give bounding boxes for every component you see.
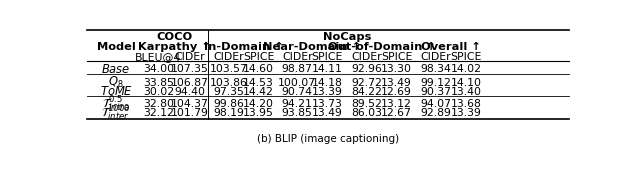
Text: SPICE: SPICE (450, 52, 481, 62)
Text: $\mathcal{T}^{0.5}_{intra}$: $\mathcal{T}^{0.5}_{intra}$ (102, 94, 130, 114)
Text: 13.95: 13.95 (243, 108, 274, 118)
Text: 12.69: 12.69 (381, 86, 412, 96)
Text: CIDEr: CIDEr (214, 52, 244, 62)
Text: 90.74: 90.74 (282, 86, 313, 96)
Text: 14.10: 14.10 (451, 78, 481, 88)
Text: 98.87: 98.87 (282, 64, 313, 74)
Text: 13.73: 13.73 (312, 99, 342, 109)
Text: 86.03: 86.03 (351, 108, 382, 118)
Text: Karpathy ↑: Karpathy ↑ (138, 42, 211, 52)
Text: 99.12: 99.12 (420, 78, 452, 88)
Text: 14.02: 14.02 (451, 64, 481, 74)
Text: 14.20: 14.20 (243, 99, 274, 109)
Text: 32.12: 32.12 (143, 108, 174, 118)
Text: Near-Domain ↑: Near-Domain ↑ (263, 42, 361, 52)
Text: 98.19: 98.19 (213, 108, 244, 118)
Text: 101.79: 101.79 (171, 108, 209, 118)
Text: 107.35: 107.35 (171, 64, 209, 74)
Text: 14.42: 14.42 (243, 86, 274, 96)
Text: (b) BLIP (image captioning): (b) BLIP (image captioning) (257, 134, 399, 144)
Text: CIDEr: CIDEr (175, 52, 205, 62)
Text: 98.34: 98.34 (420, 64, 452, 74)
Text: Out-of-Domain ↑: Out-of-Domain ↑ (328, 42, 435, 52)
Text: $ToME$: $ToME$ (100, 85, 133, 98)
Text: 32.80: 32.80 (143, 99, 174, 109)
Text: 103.57: 103.57 (210, 64, 248, 74)
Text: $Q_8$: $Q_8$ (108, 75, 124, 90)
Text: SPICE: SPICE (381, 52, 412, 62)
Text: 94.21: 94.21 (282, 99, 313, 109)
Text: $Base$: $Base$ (102, 63, 131, 76)
Text: 33.85: 33.85 (143, 78, 174, 88)
Text: BLEU@4: BLEU@4 (135, 52, 182, 62)
Text: 94.07: 94.07 (420, 99, 452, 109)
Text: 84.22: 84.22 (351, 86, 382, 96)
Text: CIDEr: CIDEr (351, 52, 382, 62)
Text: 92.72: 92.72 (351, 78, 382, 88)
Text: Model: Model (97, 42, 136, 52)
Text: CIDEr: CIDEr (282, 52, 312, 62)
Text: 103.86: 103.86 (210, 78, 248, 88)
Text: 14.60: 14.60 (243, 64, 274, 74)
Text: 92.96: 92.96 (351, 64, 382, 74)
Text: 30.02: 30.02 (143, 86, 174, 96)
Text: NoCaps: NoCaps (323, 32, 372, 42)
Text: 97.35: 97.35 (213, 86, 244, 96)
Text: 14.18: 14.18 (312, 78, 342, 88)
Text: In-Domain ↑: In-Domain ↑ (204, 42, 284, 52)
Text: 34.00: 34.00 (143, 64, 174, 74)
Text: 13.68: 13.68 (451, 99, 481, 109)
Text: 13.39: 13.39 (312, 86, 342, 96)
Text: 13.12: 13.12 (381, 99, 412, 109)
Text: COCO: COCO (156, 32, 193, 42)
Text: 104.37: 104.37 (171, 99, 209, 109)
Text: 14.53: 14.53 (243, 78, 274, 88)
Text: 92.89: 92.89 (420, 108, 452, 118)
Text: SPICE: SPICE (311, 52, 342, 62)
Text: CIDEr: CIDEr (421, 52, 451, 62)
Text: 99.86: 99.86 (213, 99, 244, 109)
Text: 12.67: 12.67 (381, 108, 412, 118)
Text: 100.07: 100.07 (278, 78, 316, 88)
Text: 93.85: 93.85 (282, 108, 313, 118)
Text: Overall ↑: Overall ↑ (421, 42, 481, 52)
Text: 14.11: 14.11 (312, 64, 342, 74)
Text: 13.49: 13.49 (312, 108, 342, 118)
Text: 13.30: 13.30 (381, 64, 412, 74)
Text: $\mathcal{T}^{1000}_{inter}$: $\mathcal{T}^{1000}_{inter}$ (102, 103, 131, 123)
Text: 106.87: 106.87 (171, 78, 209, 88)
Text: 13.39: 13.39 (451, 108, 481, 118)
Text: SPICE: SPICE (243, 52, 275, 62)
Text: 89.52: 89.52 (351, 99, 382, 109)
Text: 13.40: 13.40 (451, 86, 481, 96)
Text: 94.40: 94.40 (175, 86, 205, 96)
Text: 90.37: 90.37 (420, 86, 452, 96)
Text: 13.49: 13.49 (381, 78, 412, 88)
